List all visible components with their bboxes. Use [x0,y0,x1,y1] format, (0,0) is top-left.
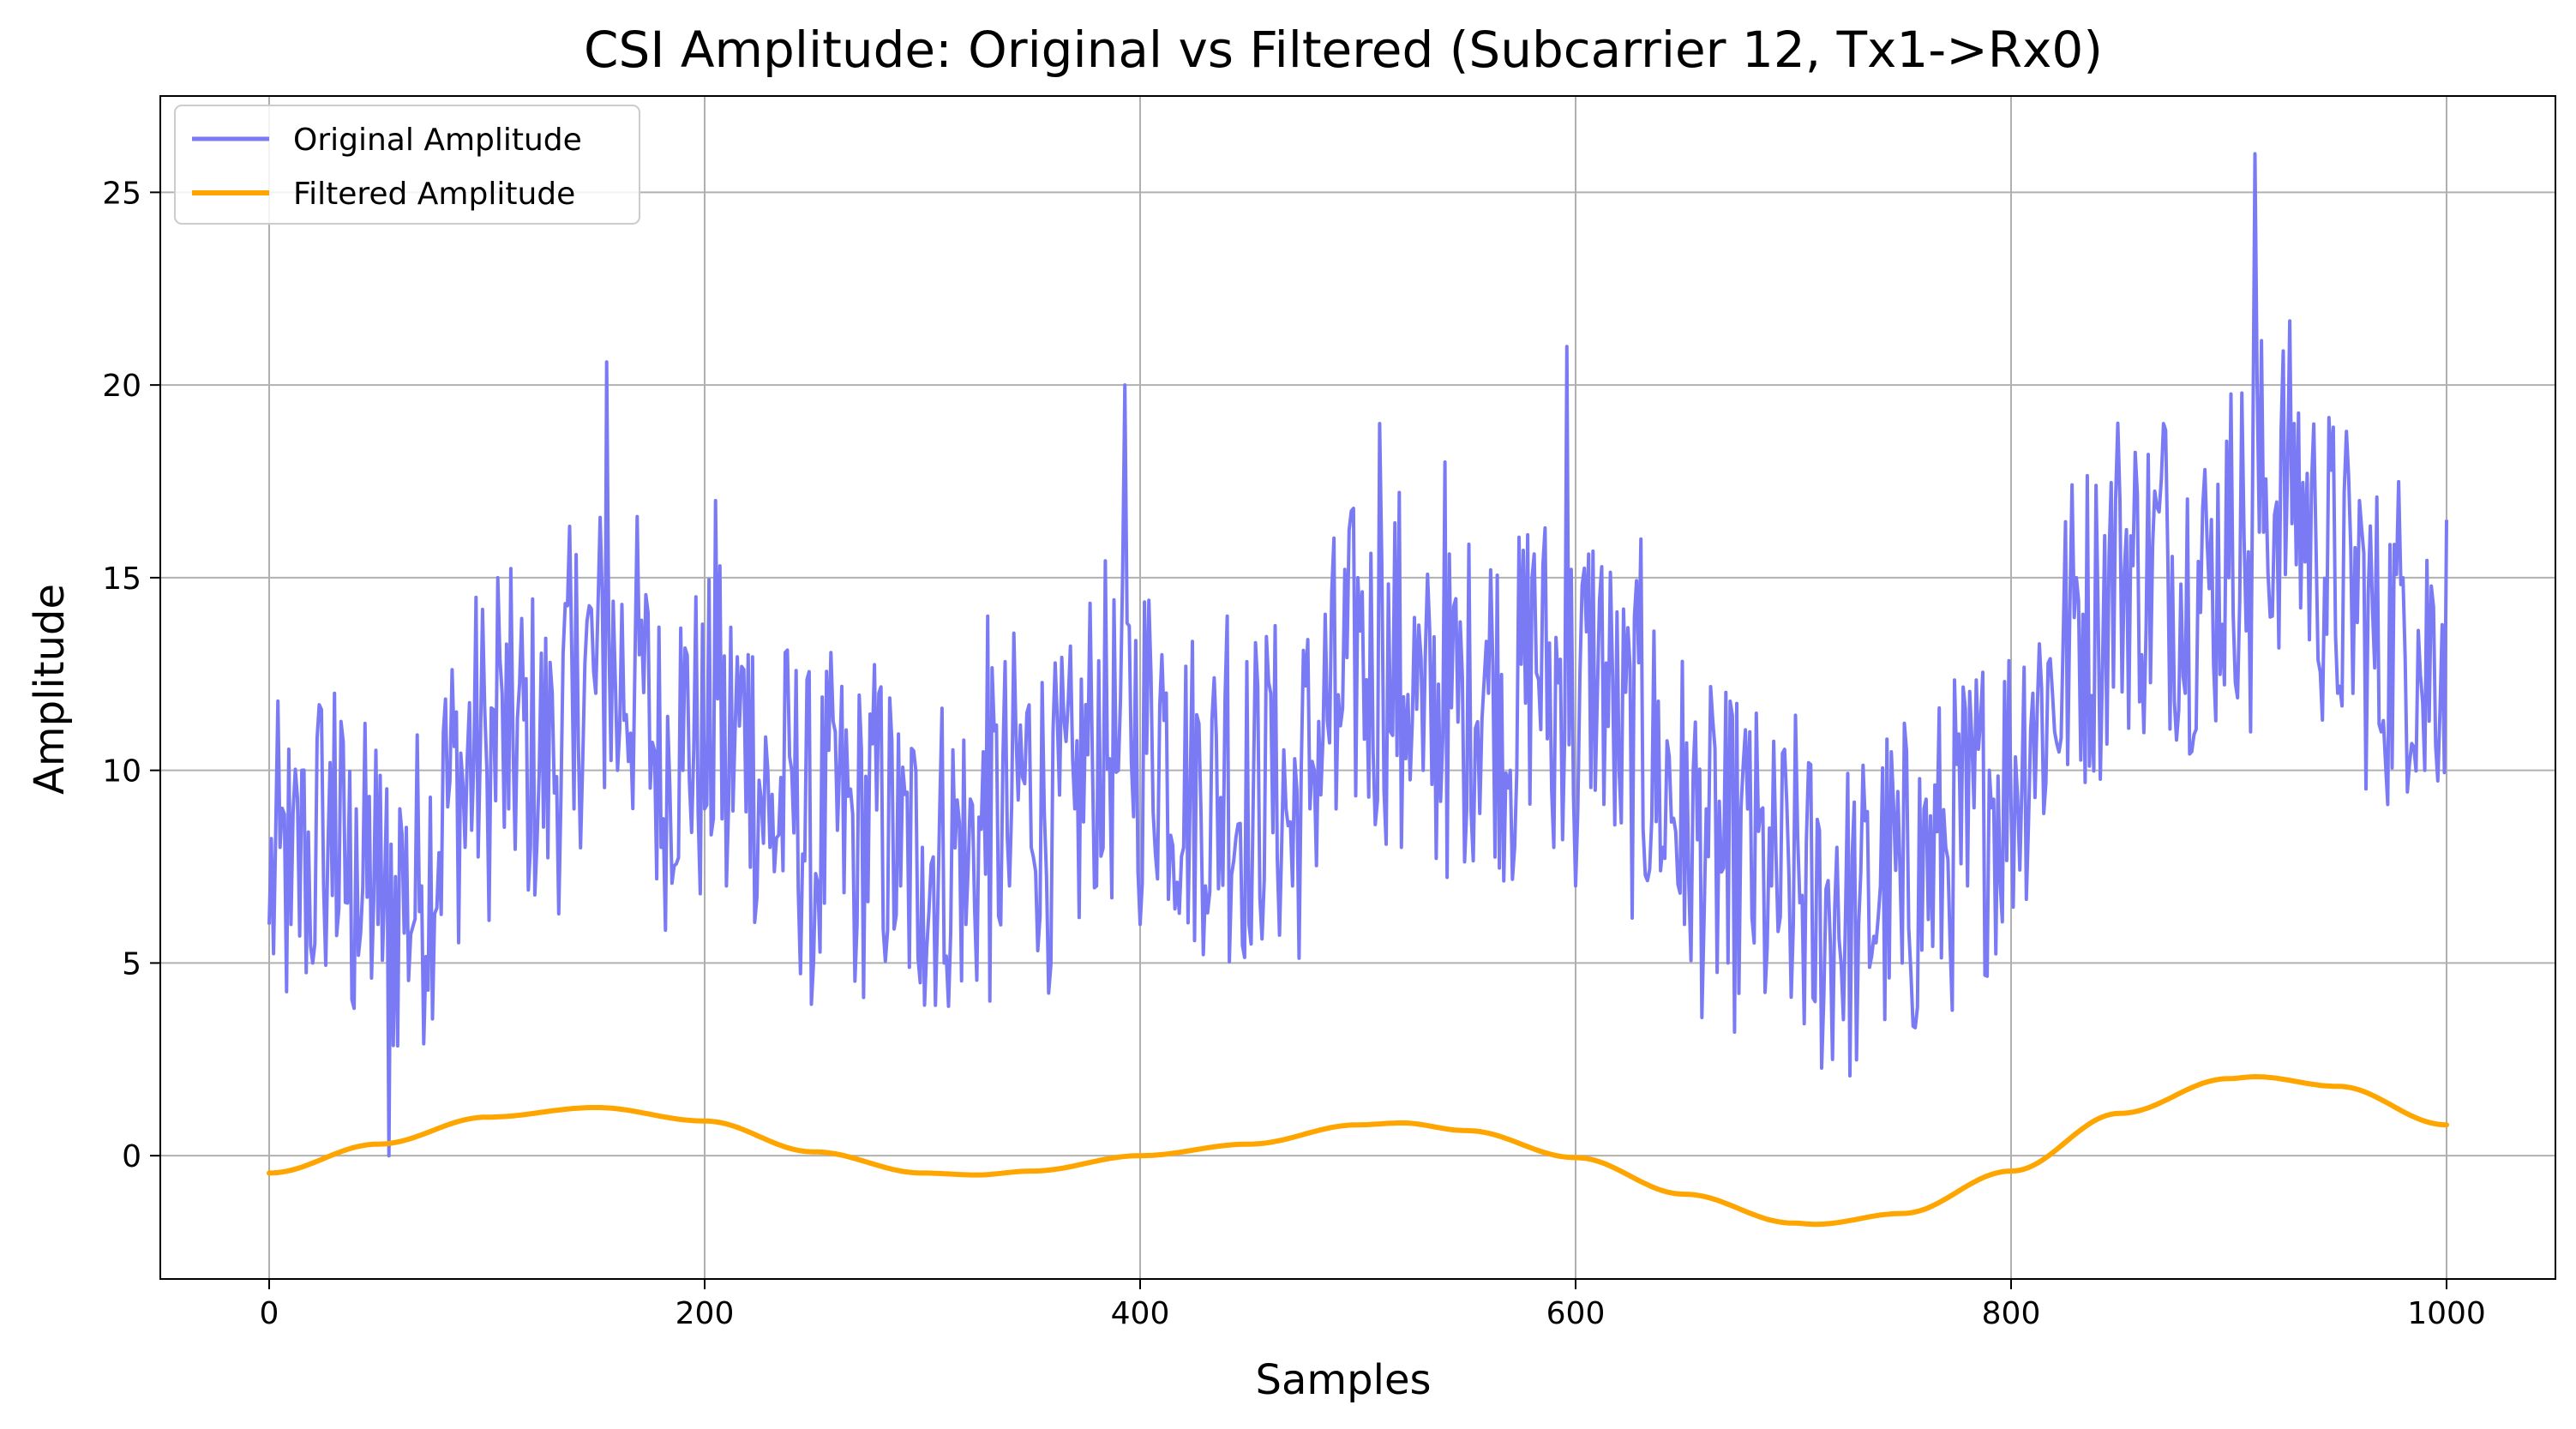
x-tick-label: 200 [676,1296,735,1331]
legend-label-filtered-amplitude: Filtered Amplitude [293,177,575,212]
y-axis-label: Amplitude [26,584,74,795]
y-tick-label: 20 [102,369,141,404]
y-tick-label: 0 [122,1139,141,1174]
chart-title: CSI Amplitude: Original vs Filtered (Sub… [584,21,2103,79]
series-line-filtered-amplitude [267,1074,2449,1228]
y-tick-label: 5 [122,946,141,982]
axis-ticks: 0 200 400 600 800 1000 0 5 10 15 20 25 [102,176,2486,1331]
y-tick-label: 15 [102,561,141,597]
x-tick-label: 600 [1546,1296,1606,1331]
x-tick-label: 800 [1982,1296,2041,1331]
series-line-original-amplitude [267,152,2448,1158]
x-axis-label: Samples [1256,1356,1432,1404]
y-tick-label: 25 [102,176,141,211]
legend-label-original-amplitude: Original Amplitude [293,123,582,158]
y-tick-label: 10 [102,754,141,790]
legend-box [174,105,640,225]
x-tick-label: 400 [1111,1296,1170,1331]
plot-area [267,152,2449,1228]
x-tick-label: 1000 [2407,1296,2486,1331]
plot-frame [159,95,2556,1280]
x-tick-label: 0 [260,1296,279,1331]
legend: Original Amplitude Filtered Amplitude [174,105,640,225]
